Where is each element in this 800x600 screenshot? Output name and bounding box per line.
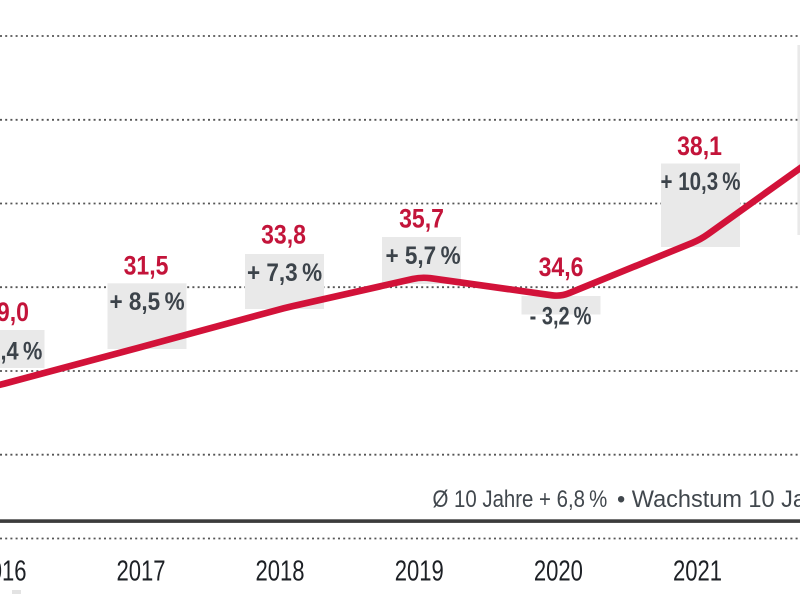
svg-text:- 3,2 %: - 3,2 % [530,302,592,330]
svg-text:33,8: 33,8 [261,221,306,250]
svg-text:34,6: 34,6 [539,254,584,283]
svg-text:+ 8,5 %: + 8,5 % [109,288,184,316]
svg-text:+ 5,7 %: + 5,7 % [385,242,460,270]
svg-text:29,0: 29,0 [0,299,29,328]
svg-text:Ø 10 Jahre + 6,8 %: Ø 10 Jahre + 6,8 % [433,485,608,512]
svg-text:+ 10,3 %: + 10,3 % [661,167,741,195]
svg-text:2017: 2017 [116,556,165,588]
svg-text:38,1: 38,1 [677,132,722,161]
svg-text:+ 7,4 %: + 7,4 % [0,337,42,365]
svg-text:35,7: 35,7 [399,205,444,234]
svg-text:2019: 2019 [395,556,444,588]
svg-text:2018: 2018 [255,556,304,588]
svg-text:2020: 2020 [534,556,583,588]
svg-text:2021: 2021 [673,556,722,588]
svg-text:2016: 2016 [0,556,27,588]
svg-text:31,5: 31,5 [124,252,169,281]
svg-text:• Wachstum 10 Jahre: • Wachstum 10 Jahre [617,486,800,514]
svg-text:+ 7,3 %: + 7,3 % [247,259,322,287]
